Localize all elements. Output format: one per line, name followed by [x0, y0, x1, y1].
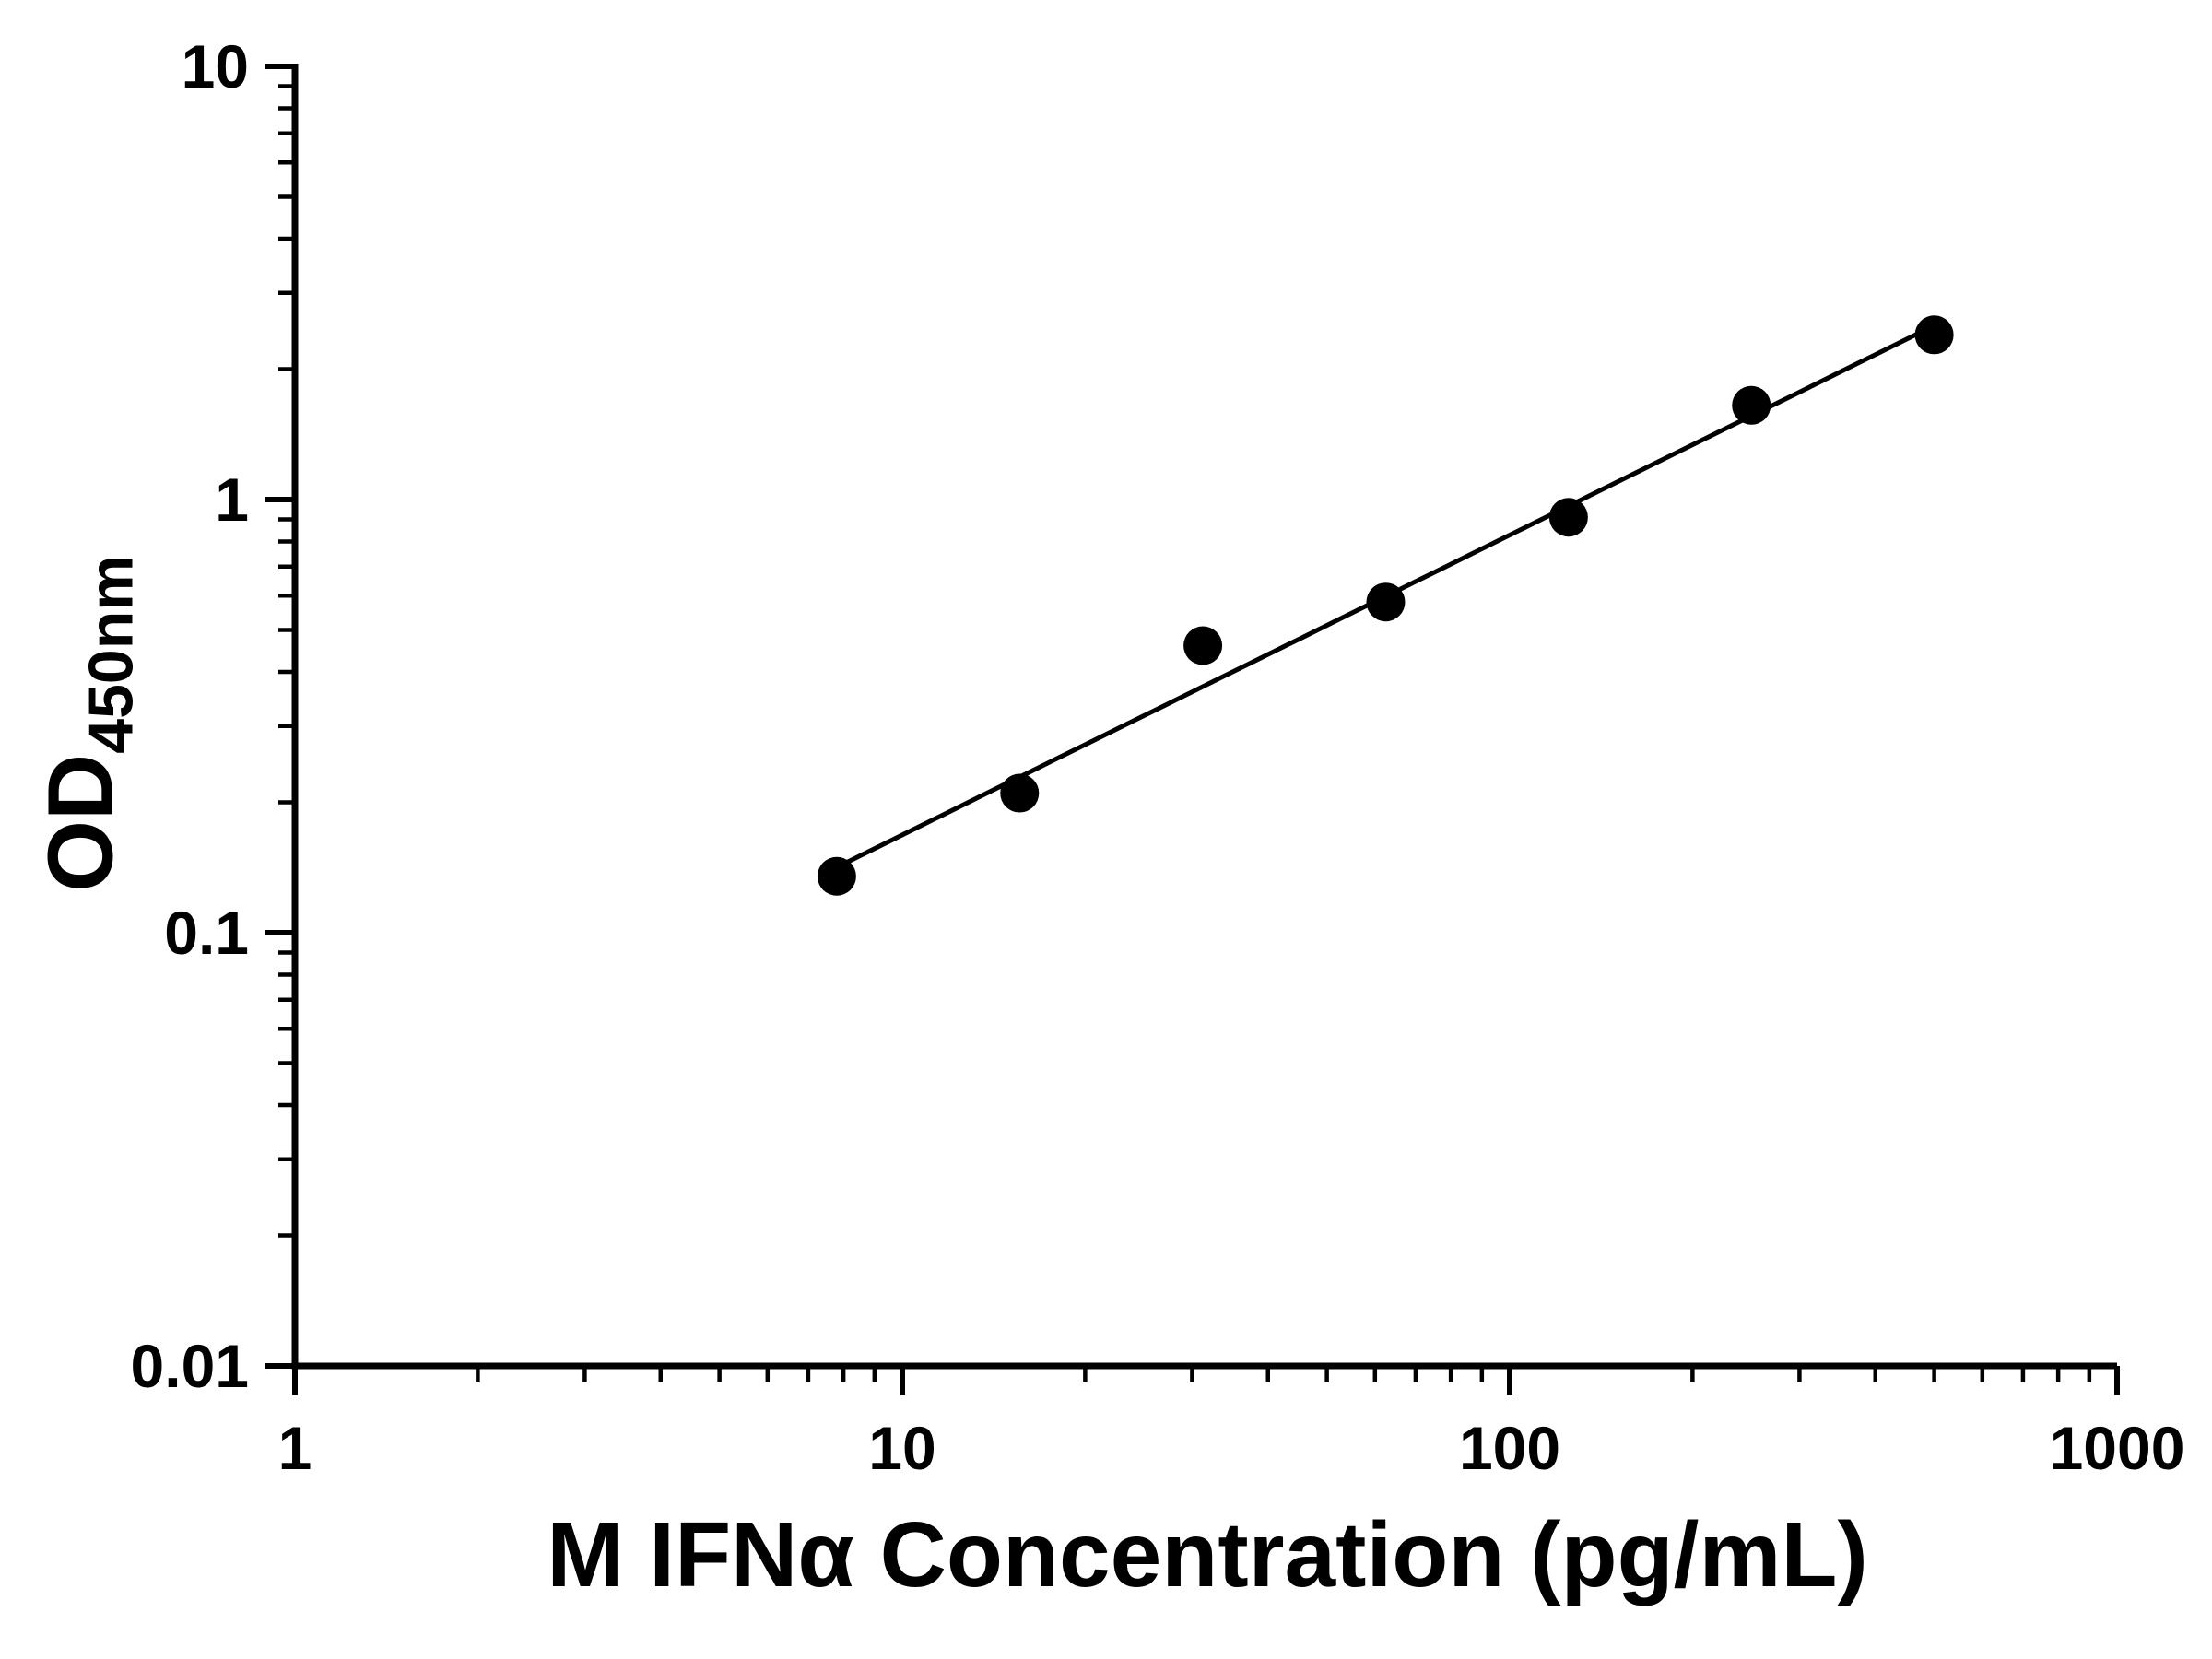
x-axis-title: M IFNα Concentration (pg/mL)	[547, 1503, 1868, 1606]
data-point	[1000, 773, 1040, 813]
x-tick-label: 10	[868, 1414, 935, 1482]
y-tick-label: 0.01	[131, 1332, 249, 1400]
data-point	[1914, 315, 1954, 355]
x-tick-label: 100	[1459, 1414, 1560, 1482]
y-axis-title: OD450nm	[29, 555, 147, 891]
data-point	[817, 856, 856, 896]
data-point	[1183, 626, 1223, 665]
x-tick-label: 1	[278, 1414, 312, 1482]
y-axis-title-text: OD	[29, 753, 133, 892]
data-point	[1732, 385, 1771, 425]
y-tick-label: 1	[215, 465, 249, 534]
y-tick-label: 10	[182, 32, 249, 100]
x-tick-label: 1000	[2050, 1414, 2185, 1482]
y-tick-label: 0.1	[164, 899, 249, 967]
y-axis-title-subscript: 450nm	[76, 555, 147, 754]
data-point	[1366, 582, 1406, 622]
data-point	[1548, 498, 1588, 537]
